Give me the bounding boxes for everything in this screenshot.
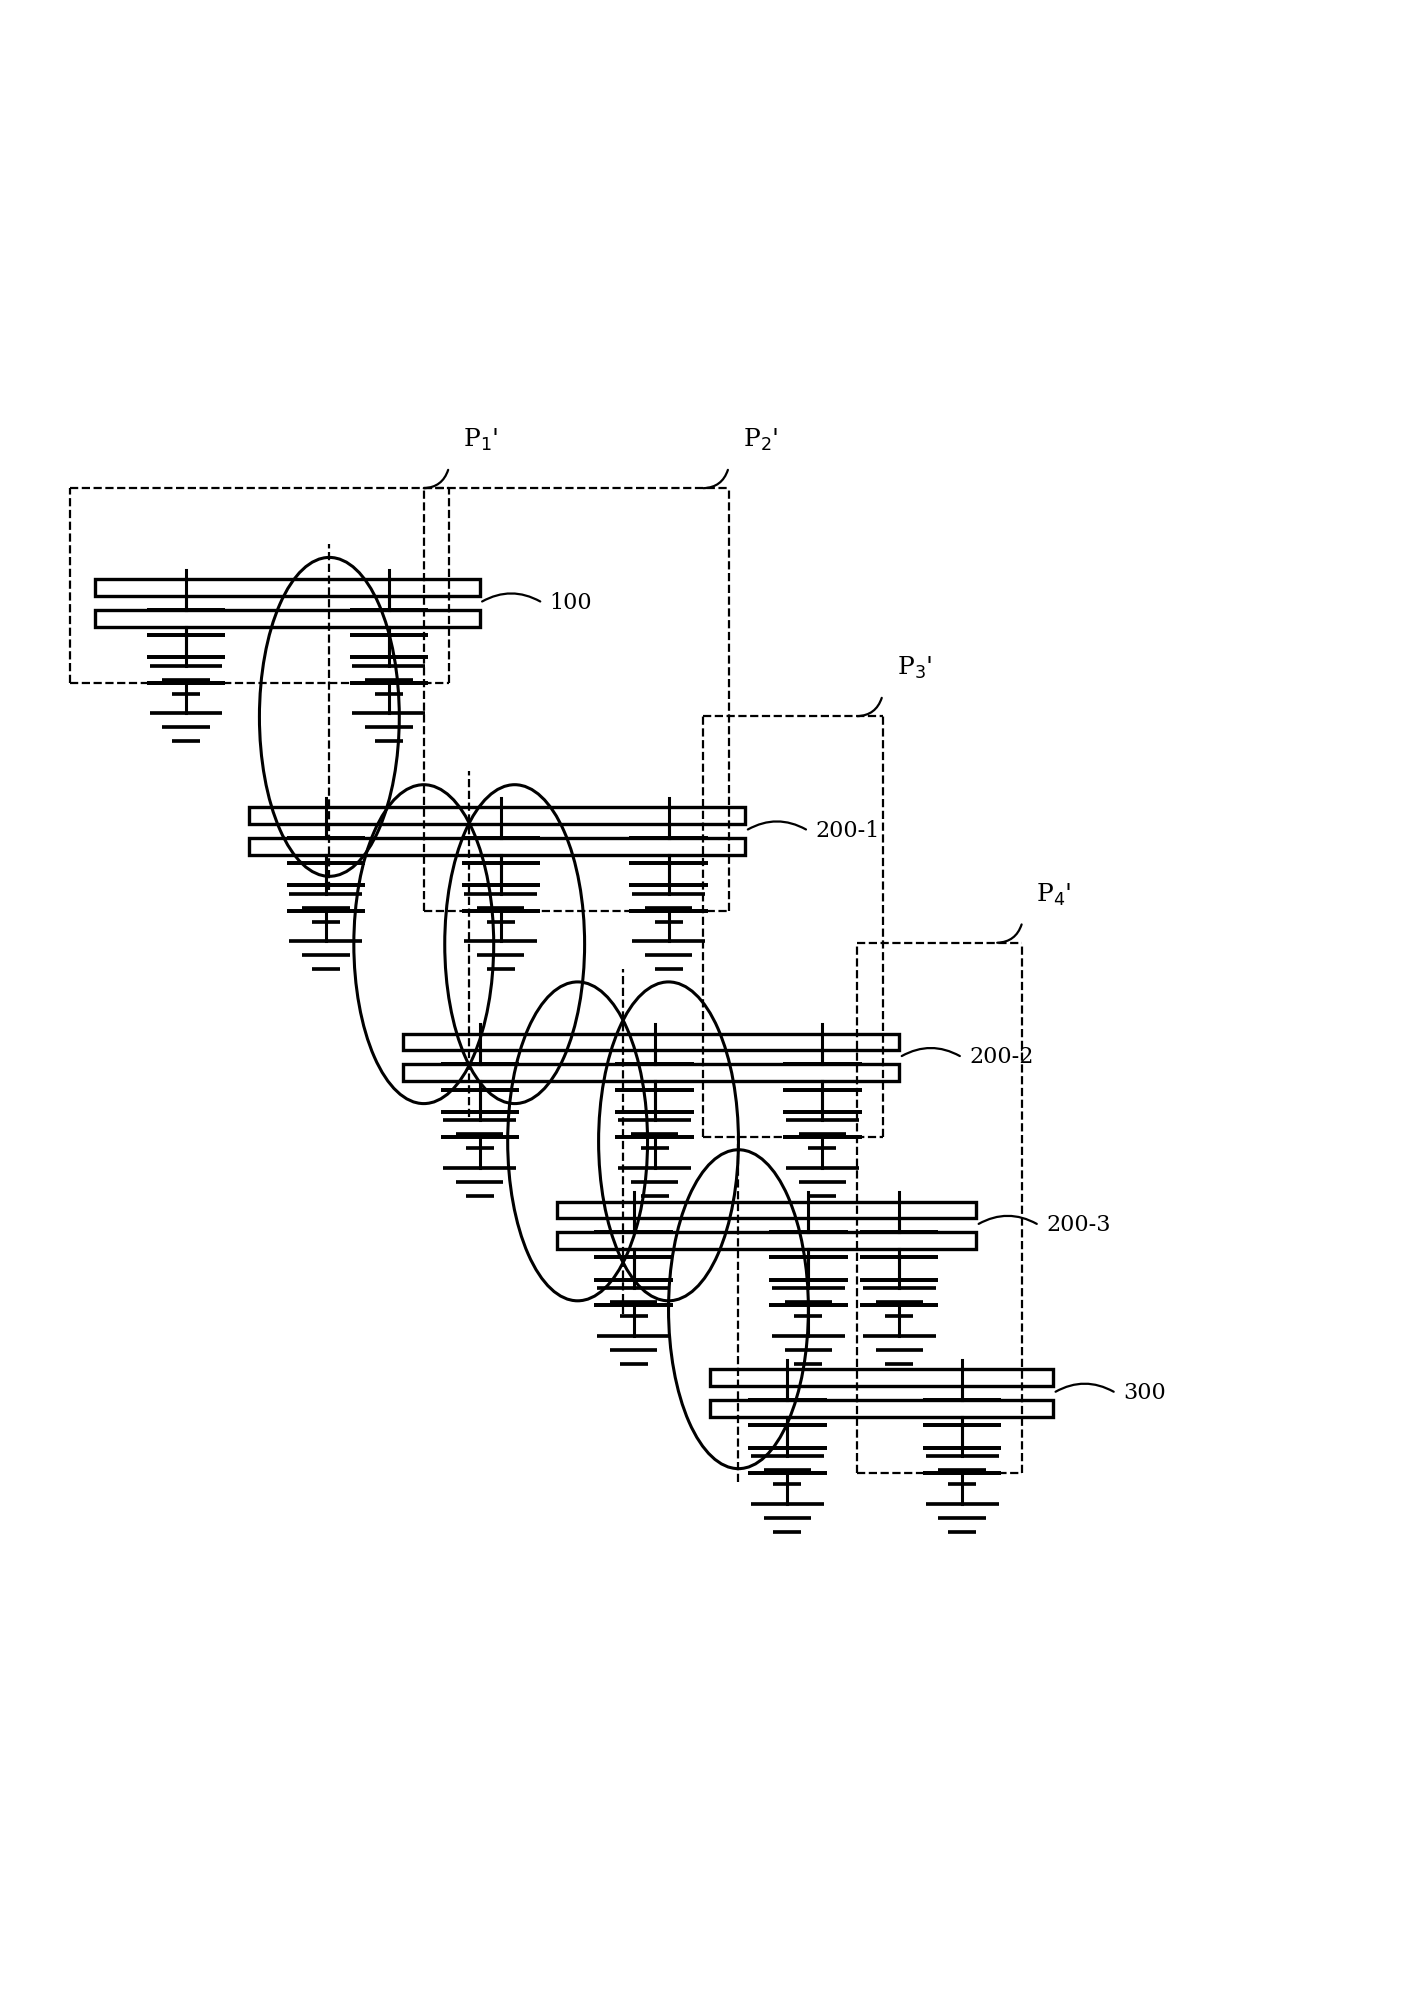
Text: P$_4$': P$_4$' <box>1037 881 1072 907</box>
Bar <box>557 1233 976 1249</box>
Text: P$_1$': P$_1$' <box>463 428 498 453</box>
Bar <box>557 1201 976 1219</box>
Bar <box>402 1064 899 1082</box>
Bar <box>249 837 746 855</box>
Text: 100: 100 <box>550 593 592 615</box>
Text: 200-3: 200-3 <box>1047 1213 1110 1237</box>
Bar <box>711 1368 1054 1386</box>
Bar <box>402 1034 899 1050</box>
Text: P$_2$': P$_2$' <box>743 428 778 453</box>
Bar <box>711 1400 1054 1416</box>
Text: 200-1: 200-1 <box>816 819 879 841</box>
Bar <box>249 808 746 823</box>
Text: P$_3$': P$_3$' <box>896 654 931 680</box>
Text: 300: 300 <box>1123 1382 1166 1404</box>
Bar <box>96 611 480 627</box>
Text: 200-2: 200-2 <box>969 1046 1034 1068</box>
Bar <box>96 579 480 597</box>
